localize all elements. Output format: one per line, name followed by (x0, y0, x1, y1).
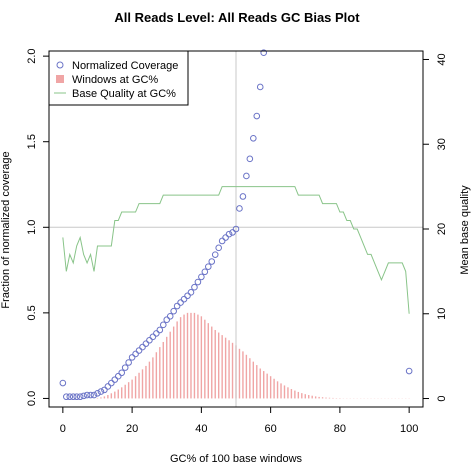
legend-windows-label: Windows at GC% (72, 74, 158, 86)
coverage-point (108, 379, 115, 387)
coverage-point (128, 354, 136, 361)
x-tick-label: 20 (126, 423, 138, 435)
coverage-point (163, 316, 171, 324)
coverage-point (198, 273, 205, 281)
coverage-point (90, 391, 98, 399)
coverage-points-layer (59, 49, 413, 401)
coverage-point (260, 49, 268, 57)
coverage-point (73, 393, 81, 401)
coverage-point (222, 234, 229, 241)
coverage-point (253, 112, 261, 120)
legend-box (48, 50, 189, 106)
right-y-tick-label: 10 (436, 308, 448, 320)
left-y-axis-ticks: 0.0 0.5 1.0 1.5 2.0 (26, 48, 49, 406)
coverage-point (114, 372, 122, 380)
coverage-point (204, 263, 212, 270)
coverage-point (225, 230, 233, 238)
windows-bars-layer (96, 312, 410, 399)
coverage-point (170, 307, 177, 315)
coverage-point (208, 258, 216, 265)
coverage-point (246, 155, 254, 163)
coverage-point (177, 299, 184, 306)
right-y-axis-ticks: 0 10 20 30 40 (423, 53, 448, 402)
coverage-point (243, 172, 250, 180)
coverage-point (191, 283, 198, 291)
legend-windows-symbol (56, 75, 64, 83)
coverage-point (405, 367, 413, 375)
coverage-point (125, 359, 132, 366)
left-y-tick-label: 1.5 (26, 134, 38, 149)
x-tick-label: 0 (60, 423, 66, 435)
x-axis-ticks: 0 20 40 60 80 100 (60, 407, 418, 435)
reference-lines (49, 51, 423, 407)
coverage-point (97, 388, 105, 395)
left-y-tick-label: 0.5 (26, 305, 38, 320)
coverage-point (173, 302, 181, 310)
left-y-tick-label: 1.0 (26, 220, 38, 235)
base-quality-line (62, 186, 410, 314)
legend: Normalized Coverage Windows at GC% Base … (48, 50, 189, 106)
coverage-point (201, 268, 209, 276)
coverage-point (159, 321, 167, 329)
legend-quality-label: Base Quality at GC% (72, 88, 176, 100)
coverage-point (142, 340, 150, 347)
coverage-point (59, 379, 67, 387)
coverage-point (121, 364, 129, 371)
coverage-point (211, 251, 219, 258)
coverage-point (83, 391, 91, 399)
coverage-point (104, 383, 112, 390)
coverage-point (194, 278, 202, 286)
base-quality-line-layer (62, 186, 410, 314)
coverage-point (153, 330, 160, 337)
coverage-point (187, 289, 195, 296)
right-y-axis-label: Mean base quality (459, 185, 471, 275)
coverage-point (111, 376, 119, 383)
coverage-point (256, 83, 264, 91)
coverage-point (166, 312, 174, 320)
coverage-point (250, 134, 257, 142)
coverage-point (215, 244, 222, 252)
coverage-point (232, 225, 240, 233)
x-tick-label: 40 (195, 423, 207, 435)
coverage-point (118, 369, 126, 377)
coverage-point (236, 205, 243, 212)
coverage-point (76, 393, 84, 401)
coverage-point (239, 193, 247, 200)
chart-title: All Reads Level: All Reads GC Bias Plot (114, 10, 360, 25)
coverage-point (229, 229, 236, 236)
right-y-tick-label: 20 (436, 223, 448, 235)
legend-coverage-symbol (56, 61, 64, 69)
coverage-point (87, 391, 94, 399)
coverage-point (63, 393, 70, 401)
coverage-point (139, 343, 146, 351)
left-y-tick-label: 2.0 (26, 48, 38, 63)
coverage-point (180, 295, 188, 303)
left-y-axis-label: Fraction of normalized coverage (0, 151, 12, 308)
coverage-point (80, 392, 87, 400)
right-y-tick-label: 0 (436, 395, 448, 401)
coverage-point (135, 347, 143, 354)
coverage-point (149, 333, 157, 341)
x-tick-label: 80 (334, 423, 346, 435)
coverage-point (218, 237, 226, 245)
coverage-point (66, 393, 74, 401)
coverage-point (94, 390, 101, 397)
x-tick-label: 60 (265, 423, 277, 435)
coverage-point (101, 386, 108, 394)
x-tick-label: 100 (400, 423, 418, 435)
coverage-point (184, 292, 191, 300)
coverage-point (156, 326, 164, 334)
coverage-point (146, 336, 153, 344)
coverage-point (132, 350, 139, 358)
right-y-tick-label: 40 (436, 53, 448, 65)
coverage-point (69, 393, 77, 401)
x-axis-label: GC% of 100 base windows (170, 453, 303, 465)
left-y-tick-label: 0.0 (26, 391, 38, 406)
legend-coverage-label: Normalized Coverage (72, 60, 178, 72)
right-y-tick-label: 30 (436, 138, 448, 150)
